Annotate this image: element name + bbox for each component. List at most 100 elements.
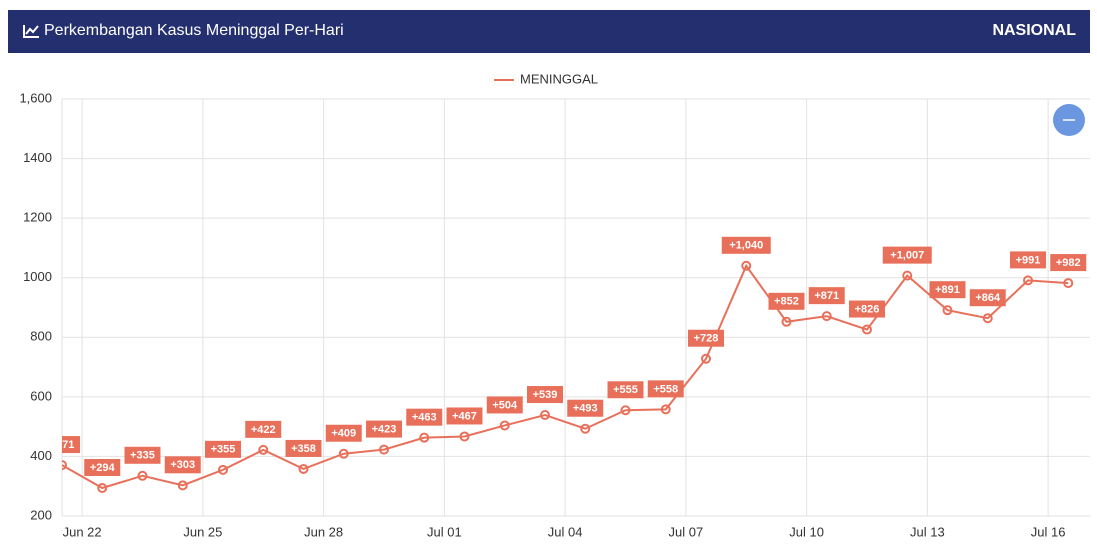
value-label-bg bbox=[688, 329, 724, 347]
value-label: +991 bbox=[1016, 254, 1041, 266]
value-label-bg bbox=[285, 439, 322, 457]
value-label-bg bbox=[325, 424, 362, 442]
value-label-bg bbox=[849, 300, 885, 318]
chart-icon bbox=[23, 25, 39, 38]
data-line bbox=[62, 263, 1069, 490]
value-label: +864 bbox=[975, 292, 1001, 304]
value-label: +463 bbox=[412, 412, 437, 424]
data-point bbox=[177, 480, 188, 491]
value-label: +982 bbox=[1056, 257, 1081, 269]
data-point bbox=[1063, 278, 1074, 289]
x-tick-label: Jul 10 bbox=[789, 524, 824, 539]
value-label-bg bbox=[486, 396, 523, 414]
value-label: +371 bbox=[50, 439, 75, 451]
value-label-bg bbox=[406, 408, 443, 426]
value-label-bg bbox=[205, 440, 241, 458]
header: Perkembangan Kasus Meninggal Per-Hari NA… bbox=[8, 10, 1090, 53]
data-point bbox=[781, 316, 792, 327]
value-label-bg bbox=[929, 281, 966, 299]
x-tick-label: Jul 13 bbox=[910, 524, 945, 539]
value-label: +558 bbox=[653, 383, 678, 395]
data-point bbox=[419, 432, 430, 443]
value-label-bg bbox=[1050, 254, 1087, 272]
x-tick-label: Jul 16 bbox=[1031, 524, 1066, 539]
value-label-bg bbox=[607, 381, 644, 399]
value-label-bg bbox=[567, 399, 604, 417]
data-point bbox=[982, 313, 993, 324]
value-label: +728 bbox=[694, 333, 719, 345]
x-tick-label: Jun 28 bbox=[304, 524, 343, 539]
value-label-bg bbox=[62, 436, 80, 454]
data-point bbox=[258, 444, 269, 455]
x-tick-label: Jun 22 bbox=[63, 524, 102, 539]
data-point bbox=[580, 423, 591, 434]
value-label: +555 bbox=[613, 384, 638, 396]
data-point bbox=[660, 404, 671, 415]
value-label-bg bbox=[647, 380, 684, 398]
value-label-bg bbox=[366, 420, 402, 438]
value-label-bg bbox=[969, 289, 1006, 307]
x-tick-label: Jul 07 bbox=[669, 524, 704, 539]
value-label-bg bbox=[446, 407, 483, 425]
header-scope: NASIONAL bbox=[992, 22, 1076, 39]
value-label: +539 bbox=[533, 389, 558, 401]
value-label: +294 bbox=[90, 462, 116, 474]
data-point bbox=[902, 270, 913, 281]
header-title: Perkembangan Kasus Meninggal Per-Hari bbox=[44, 22, 344, 39]
data-point bbox=[1023, 275, 1033, 286]
data-point bbox=[298, 463, 309, 474]
value-label: +891 bbox=[935, 284, 960, 296]
value-label-bg bbox=[164, 456, 201, 474]
data-point bbox=[137, 470, 148, 481]
data-point bbox=[701, 353, 711, 364]
data-point bbox=[218, 464, 228, 475]
data-point bbox=[620, 405, 631, 416]
data-point bbox=[862, 324, 872, 335]
y-tick-label: 200 bbox=[30, 507, 52, 522]
value-label: +504 bbox=[492, 399, 518, 411]
value-label-bg bbox=[808, 287, 845, 305]
data-point bbox=[338, 448, 349, 459]
value-label-bg bbox=[527, 386, 563, 404]
y-tick-label: 1000 bbox=[23, 269, 52, 284]
data-point bbox=[942, 305, 953, 316]
value-label: +493 bbox=[573, 403, 598, 415]
value-label-bg bbox=[245, 420, 282, 438]
x-tick-label: Jun 25 bbox=[183, 524, 222, 539]
value-label: +467 bbox=[452, 410, 477, 422]
x-tick-label: Jul 04 bbox=[548, 524, 583, 539]
value-label: +1,007 bbox=[890, 250, 924, 262]
y-tick-label: 1400 bbox=[23, 150, 52, 165]
y-tick-label: 1,600 bbox=[19, 90, 52, 105]
value-label: +423 bbox=[372, 423, 397, 435]
y-tick-label: 800 bbox=[30, 329, 52, 344]
value-label-bg bbox=[1010, 251, 1046, 269]
data-point bbox=[821, 311, 832, 322]
value-label: +358 bbox=[291, 443, 316, 455]
value-label: +871 bbox=[814, 290, 839, 302]
data-point bbox=[540, 410, 550, 421]
value-label-bg bbox=[721, 236, 771, 254]
data-point bbox=[741, 260, 752, 271]
value-label: +852 bbox=[774, 296, 799, 308]
value-label: +1,040 bbox=[729, 240, 763, 252]
data-point bbox=[499, 420, 510, 431]
y-tick-label: 600 bbox=[30, 388, 52, 403]
legend-label: MENINGGAL bbox=[520, 71, 598, 86]
data-point bbox=[97, 483, 108, 494]
y-tick-label: 1200 bbox=[23, 210, 52, 225]
value-label: +409 bbox=[331, 428, 356, 440]
value-label-bg bbox=[882, 246, 932, 264]
value-label: +422 bbox=[251, 424, 276, 436]
y-tick-label: 400 bbox=[30, 448, 52, 463]
data-point bbox=[62, 460, 67, 471]
value-label: +826 bbox=[855, 303, 880, 315]
value-label: +355 bbox=[211, 444, 236, 456]
data-point bbox=[459, 431, 470, 442]
value-label-bg bbox=[124, 446, 161, 464]
value-label: +335 bbox=[130, 450, 155, 462]
value-label-bg bbox=[768, 292, 805, 310]
data-point bbox=[379, 444, 389, 455]
value-label-bg bbox=[84, 459, 121, 477]
